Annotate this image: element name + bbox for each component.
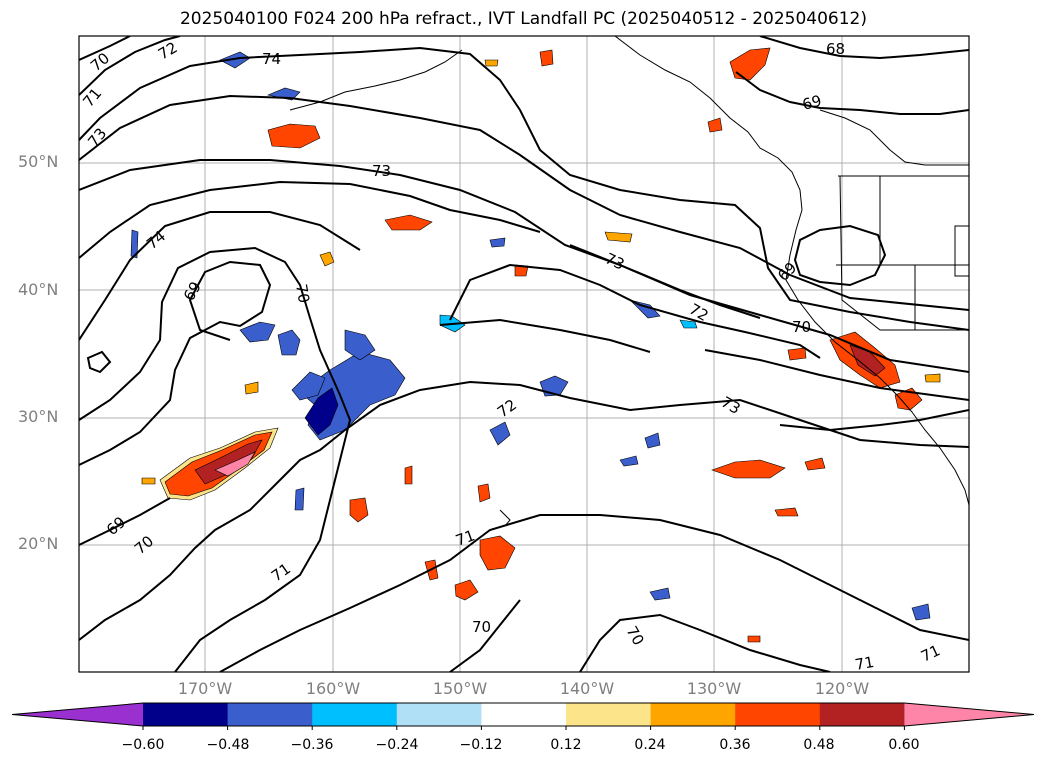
colorbar-tick-label: −0.60 <box>121 737 165 753</box>
contour-label: 73 <box>372 162 391 180</box>
lat-label-20n: 20°N <box>18 534 59 553</box>
colorbar-tick-label: −0.24 <box>375 737 419 753</box>
contour-label: 70 <box>472 618 491 636</box>
lat-label-40n: 40°N <box>18 280 59 299</box>
colorbar-segment <box>481 703 567 726</box>
map-background <box>79 36 969 672</box>
colorbar-segment <box>143 703 229 726</box>
coastlines <box>289 36 969 527</box>
colorbar-tick-label: 0.24 <box>634 737 666 753</box>
colorbar-tick-label: −0.36 <box>290 737 334 753</box>
contour-label: 70 <box>792 318 811 336</box>
colorbar-segment <box>227 703 313 726</box>
colorbar-tick-label: −0.12 <box>459 737 503 753</box>
colorbar-extend-min <box>12 703 143 726</box>
lat-label-50n: 50°N <box>18 152 59 171</box>
colorbar <box>11 702 1035 730</box>
contour-lines <box>79 36 969 672</box>
contour-label: 71 <box>453 526 477 549</box>
colorbar-segment <box>312 703 398 726</box>
contour-label: 71 <box>854 653 876 674</box>
colorbar-segment <box>819 703 905 726</box>
colorbar-segment <box>650 703 736 726</box>
lon-label-130w: 130°W <box>686 679 742 698</box>
lat-label-30n: 30°N <box>18 407 59 426</box>
lon-label-140w: 140°W <box>559 679 615 698</box>
colorbar-segment <box>735 703 821 726</box>
contour-label: 70 <box>292 283 313 305</box>
colorbar-tick-label: −0.48 <box>206 737 250 753</box>
positive-anomaly-areas <box>141 47 941 643</box>
lon-label-120w: 120°W <box>814 679 870 698</box>
lon-label-150w: 150°W <box>432 679 488 698</box>
colorbar-tick-label: 0.60 <box>888 737 920 753</box>
colorbar-segment <box>566 703 652 726</box>
lon-label-160w: 160°W <box>305 679 361 698</box>
map-title: 2025040100 F024 200 hPa refract., IVT La… <box>179 9 867 29</box>
contour-label: 68 <box>826 40 845 58</box>
colorbar-tick-label: 0.36 <box>719 737 751 753</box>
colorbar-extend-max <box>904 703 1034 726</box>
colorbar-segment <box>396 703 482 726</box>
lon-label-170w: 170°W <box>177 679 233 698</box>
contour-label: 74 <box>262 50 281 68</box>
colorbar-tick-label: 0.12 <box>550 737 582 753</box>
negative-anomaly-areas <box>130 51 931 621</box>
colorbar-tick-label: 0.48 <box>803 737 835 753</box>
contour-label: 69 <box>800 92 823 114</box>
map-frame <box>78 35 970 673</box>
